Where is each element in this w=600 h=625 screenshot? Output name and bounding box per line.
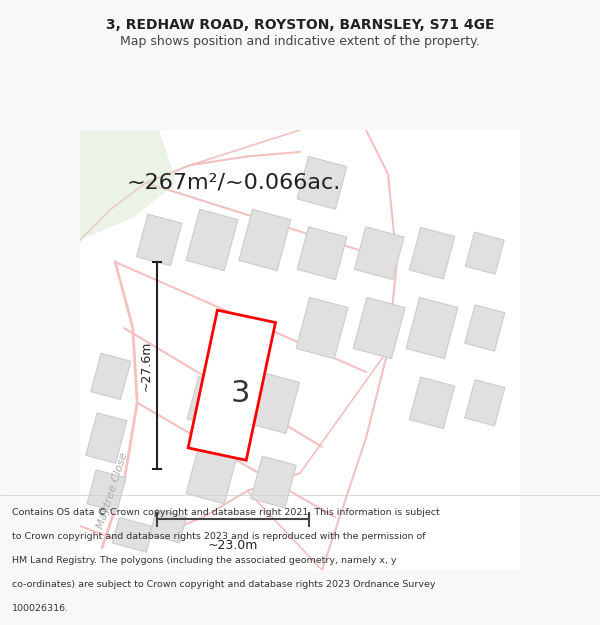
Text: HM Land Registry. The polygons (including the associated geometry, namely x, y: HM Land Registry. The polygons (includin… [12, 556, 397, 565]
Polygon shape [187, 376, 237, 429]
Polygon shape [248, 372, 299, 433]
Text: ~23.0m: ~23.0m [208, 539, 258, 552]
Polygon shape [409, 228, 455, 279]
Polygon shape [355, 227, 404, 279]
Text: 3, REDHAW ROAD, ROYSTON, BARNSLEY, S71 4GE: 3, REDHAW ROAD, ROYSTON, BARNSLEY, S71 4… [106, 18, 494, 32]
Polygon shape [150, 509, 186, 542]
Polygon shape [465, 305, 505, 351]
Text: Contains OS data © Crown copyright and database right 2021. This information is : Contains OS data © Crown copyright and d… [12, 508, 440, 517]
Text: ~267m²/~0.066ac.: ~267m²/~0.066ac. [127, 173, 341, 192]
Polygon shape [297, 156, 347, 209]
Polygon shape [239, 209, 291, 271]
Text: 100026316.: 100026316. [12, 604, 69, 613]
Text: to Crown copyright and database rights 2023 and is reproduced with the permissio: to Crown copyright and database rights 2… [12, 532, 425, 541]
Text: Map shows position and indicative extent of the property.: Map shows position and indicative extent… [120, 35, 480, 48]
Polygon shape [137, 214, 182, 266]
Polygon shape [465, 380, 505, 426]
Polygon shape [466, 232, 504, 274]
Text: ~27.6m: ~27.6m [139, 340, 152, 391]
Polygon shape [186, 209, 238, 271]
Text: 3: 3 [231, 379, 250, 409]
Polygon shape [87, 470, 126, 512]
Polygon shape [186, 442, 238, 504]
Polygon shape [296, 298, 348, 359]
Polygon shape [409, 377, 455, 429]
Polygon shape [297, 227, 347, 279]
Polygon shape [80, 130, 177, 240]
Polygon shape [112, 518, 153, 552]
Polygon shape [353, 298, 405, 359]
Text: Maytree Close: Maytree Close [96, 451, 130, 530]
Text: co-ordinates) are subject to Crown copyright and database rights 2023 Ordnance S: co-ordinates) are subject to Crown copyr… [12, 580, 436, 589]
Polygon shape [188, 310, 275, 460]
Polygon shape [406, 298, 458, 359]
Polygon shape [91, 353, 131, 399]
Polygon shape [251, 456, 296, 508]
Polygon shape [86, 412, 127, 463]
